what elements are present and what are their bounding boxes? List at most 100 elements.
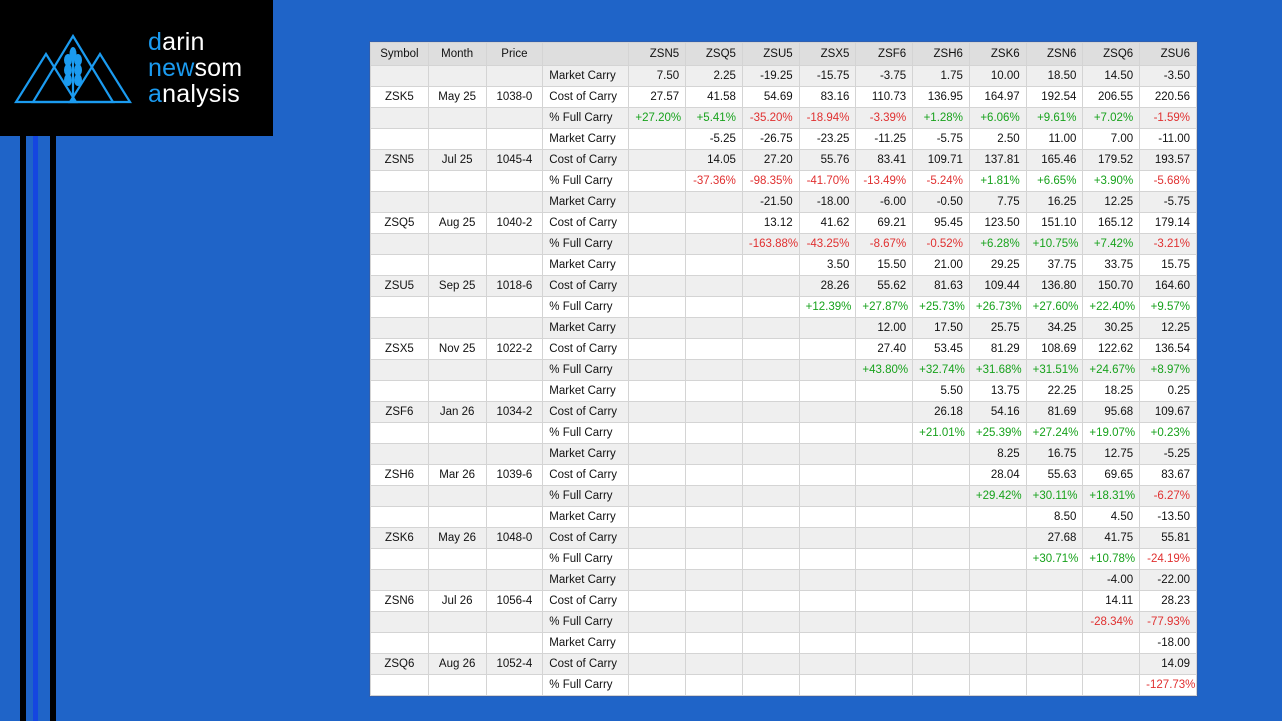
table-row[interactable]: ZSU5 Sep 25 1018-6 Cost of Carry 28.26 55.62 8…: [370, 275, 1197, 297]
table-row[interactable]: ZSN5 Jul 25 1045-4 Cost of Carry 14.05 27.20 5…: [370, 149, 1197, 171]
cell-value-ZSU6: -3.50: [1139, 65, 1197, 87]
cell-value-ZSQ6: 30.25: [1082, 317, 1141, 339]
cell-value-ZSF6: -6.00: [855, 191, 914, 213]
table-row[interactable]: ZSF6 Jan 26 1034-2 Cost of Carry 26.18 54.16 8…: [370, 401, 1197, 423]
cell-month: Nov 25: [427, 338, 487, 360]
column-header-price[interactable]: Price: [485, 42, 544, 66]
cell-value-ZSF6: [855, 485, 914, 507]
cell-value-ZSH6: -0.52%: [912, 233, 970, 255]
cell-value-ZSF6: +43.80%: [855, 359, 914, 381]
cell-value-ZSQ6: -4.00: [1082, 569, 1141, 591]
cell-value-ZSN6: 27.68: [1025, 527, 1084, 549]
table-row[interactable]: % Full Carry -37.36% -98.35% -41.70% -13.49%…: [370, 170, 1197, 192]
cell-value-ZSU5: -163.88%: [741, 233, 800, 255]
cell-symbol: [370, 296, 429, 318]
table-row[interactable]: Market Carry 7.50 2.25 -19.25 -15.75 -3.75 1.7…: [370, 65, 1197, 87]
cell-value-ZSH6: +32.74%: [912, 359, 970, 381]
brand-line-3-rest: nalysis: [162, 80, 240, 109]
table-row[interactable]: % Full Carry +43.80% +32.74% +31.68% +31.51%…: [370, 359, 1197, 381]
carry-table-body: Market Carry 7.50 2.25 -19.25 -15.75 -3.75 1.7…: [370, 65, 1197, 696]
column-header-zsn5[interactable]: ZSN5: [628, 42, 687, 66]
cell-value-ZSX5: [798, 485, 857, 507]
table-row[interactable]: Market Carry -21.50 -18.00 -6.00 -0.50 7.75 16…: [370, 191, 1197, 213]
table-row[interactable]: Market Carry 8.25 16.75 12.75 -5.25: [370, 443, 1197, 465]
table-row[interactable]: Market Carry 3.50 15.50 21.00 29.25 37.75 33.7…: [370, 254, 1197, 276]
cell-value-ZSN5: [628, 212, 687, 234]
column-header-month[interactable]: Month: [427, 42, 487, 66]
table-row[interactable]: ZSQ5 Aug 25 1040-2 Cost of Carry 13.12 41.62 6…: [370, 212, 1197, 234]
table-row[interactable]: Market Carry 5.50 13.75 22.25 18.25 0.25: [370, 380, 1197, 402]
column-header-zsu6[interactable]: ZSU6: [1139, 42, 1197, 66]
table-row[interactable]: % Full Carry -163.88% -43.25% -8.67% -0.52% +…: [370, 233, 1197, 255]
column-header-zsq5[interactable]: ZSQ5: [685, 42, 743, 66]
table-row[interactable]: Market Carry 12.00 17.50 25.75 34.25 30.25 12.…: [370, 317, 1197, 339]
cell-value-ZSF6: 15.50: [855, 254, 914, 276]
table-row[interactable]: % Full Carry +29.42% +30.11% +18.31% -6.27%: [370, 485, 1197, 507]
column-header-zsn6[interactable]: ZSN6: [1025, 42, 1084, 66]
cell-price: 1038-0: [485, 86, 544, 108]
cell-value-ZSN5: [628, 590, 687, 612]
table-row[interactable]: Market Carry -5.25 -26.75 -23.25 -11.25 -5.75…: [370, 128, 1197, 150]
column-header-zsq6[interactable]: ZSQ6: [1082, 42, 1141, 66]
cell-value-ZSK6: +29.42%: [968, 485, 1027, 507]
cell-value-ZSN5: 27.57: [628, 86, 687, 108]
cell-value-ZSQ6: +19.07%: [1082, 422, 1141, 444]
table-row[interactable]: % Full Carry +21.01% +25.39% +27.24% +19.07%…: [370, 422, 1197, 444]
column-header-zsu5[interactable]: ZSU5: [741, 42, 800, 66]
cell-price: 1048-0: [485, 527, 544, 549]
cell-value-ZSF6: [855, 611, 914, 633]
brand-line-2-mid-accent: w: [176, 53, 195, 82]
cell-symbol: [370, 254, 429, 276]
table-row[interactable]: % Full Carry +12.39% +27.87% +25.73% +26.73%…: [370, 296, 1197, 318]
table-row[interactable]: ZSN6 Jul 26 1056-4 Cost of Carry 14.11 28.23: [370, 590, 1197, 612]
cell-value-ZSH6: [912, 485, 970, 507]
cell-month: [427, 359, 487, 381]
cell-value-ZSK6: +6.06%: [968, 107, 1027, 129]
table-row[interactable]: ZSK5 May 25 1038-0 Cost of Carry 27.57 41.58 5…: [370, 86, 1197, 108]
column-header-zsk6[interactable]: ZSK6: [968, 42, 1027, 66]
cell-value-ZSN6: [1025, 632, 1084, 654]
table-row[interactable]: % Full Carry +30.71% +10.78% -24.19%: [370, 548, 1197, 570]
cell-month: [427, 632, 487, 654]
cell-value-ZSQ5: [685, 233, 743, 255]
column-header-symbol[interactable]: Symbol: [370, 42, 429, 66]
table-row[interactable]: Market Carry -18.00: [370, 632, 1197, 654]
decorative-stripes: [0, 0, 160, 721]
table-row[interactable]: ZSK6 May 26 1048-0 Cost of Carry 27.68 41.75 5…: [370, 527, 1197, 549]
column-header-zsh6[interactable]: ZSH6: [912, 42, 970, 66]
cell-value-ZSQ5: [685, 254, 743, 276]
cell-value-ZSN6: 81.69: [1025, 401, 1084, 423]
cell-value-ZSU6: -6.27%: [1139, 485, 1197, 507]
column-header-zsx5[interactable]: ZSX5: [798, 42, 857, 66]
cell-row-label: % Full Carry: [542, 296, 630, 318]
column-header-zsf6[interactable]: ZSF6: [855, 42, 914, 66]
cell-value-ZSN5: [628, 506, 687, 528]
cell-value-ZSN5: [628, 401, 687, 423]
cell-value-ZSQ6: 12.25: [1082, 191, 1141, 213]
table-row[interactable]: % Full Carry +27.20% +5.41% -35.20% -18.94% -…: [370, 107, 1197, 129]
cell-value-ZSH6: [912, 674, 970, 696]
column-header-blank[interactable]: [542, 42, 630, 66]
cell-value-ZSN5: [628, 149, 687, 171]
table-row[interactable]: % Full Carry -127.73%: [370, 674, 1197, 696]
cell-value-ZSK6: [968, 506, 1027, 528]
cell-symbol: [370, 506, 429, 528]
cell-value-ZSX5: [798, 443, 857, 465]
cell-value-ZSF6: 69.21: [855, 212, 914, 234]
table-row[interactable]: ZSQ6 Aug 26 1052-4 Cost of Carry 14.09: [370, 653, 1197, 675]
brand-line-1-accent: d: [148, 27, 163, 56]
table-row[interactable]: ZSX5 Nov 25 1022-2 Cost of Carry 27.40 53.45 8…: [370, 338, 1197, 360]
cell-value-ZSN6: [1025, 674, 1084, 696]
table-row[interactable]: % Full Carry -28.34% -77.93%: [370, 611, 1197, 633]
cell-price: [485, 548, 544, 570]
cell-value-ZSU5: [741, 380, 800, 402]
cell-value-ZSU6: -5.25: [1139, 443, 1197, 465]
cell-value-ZSK6: 8.25: [968, 443, 1027, 465]
decor-stripe-2: [26, 0, 33, 721]
table-row[interactable]: ZSH6 Mar 26 1039-6 Cost of Carry 28.04 55.63 6…: [370, 464, 1197, 486]
table-row[interactable]: Market Carry 8.50 4.50 -13.50: [370, 506, 1197, 528]
cell-value-ZSK6: 7.75: [968, 191, 1027, 213]
table-row[interactable]: Market Carry -4.00 -22.00: [370, 569, 1197, 591]
cell-value-ZSQ5: -37.36%: [685, 170, 743, 192]
cell-row-label: % Full Carry: [542, 548, 630, 570]
